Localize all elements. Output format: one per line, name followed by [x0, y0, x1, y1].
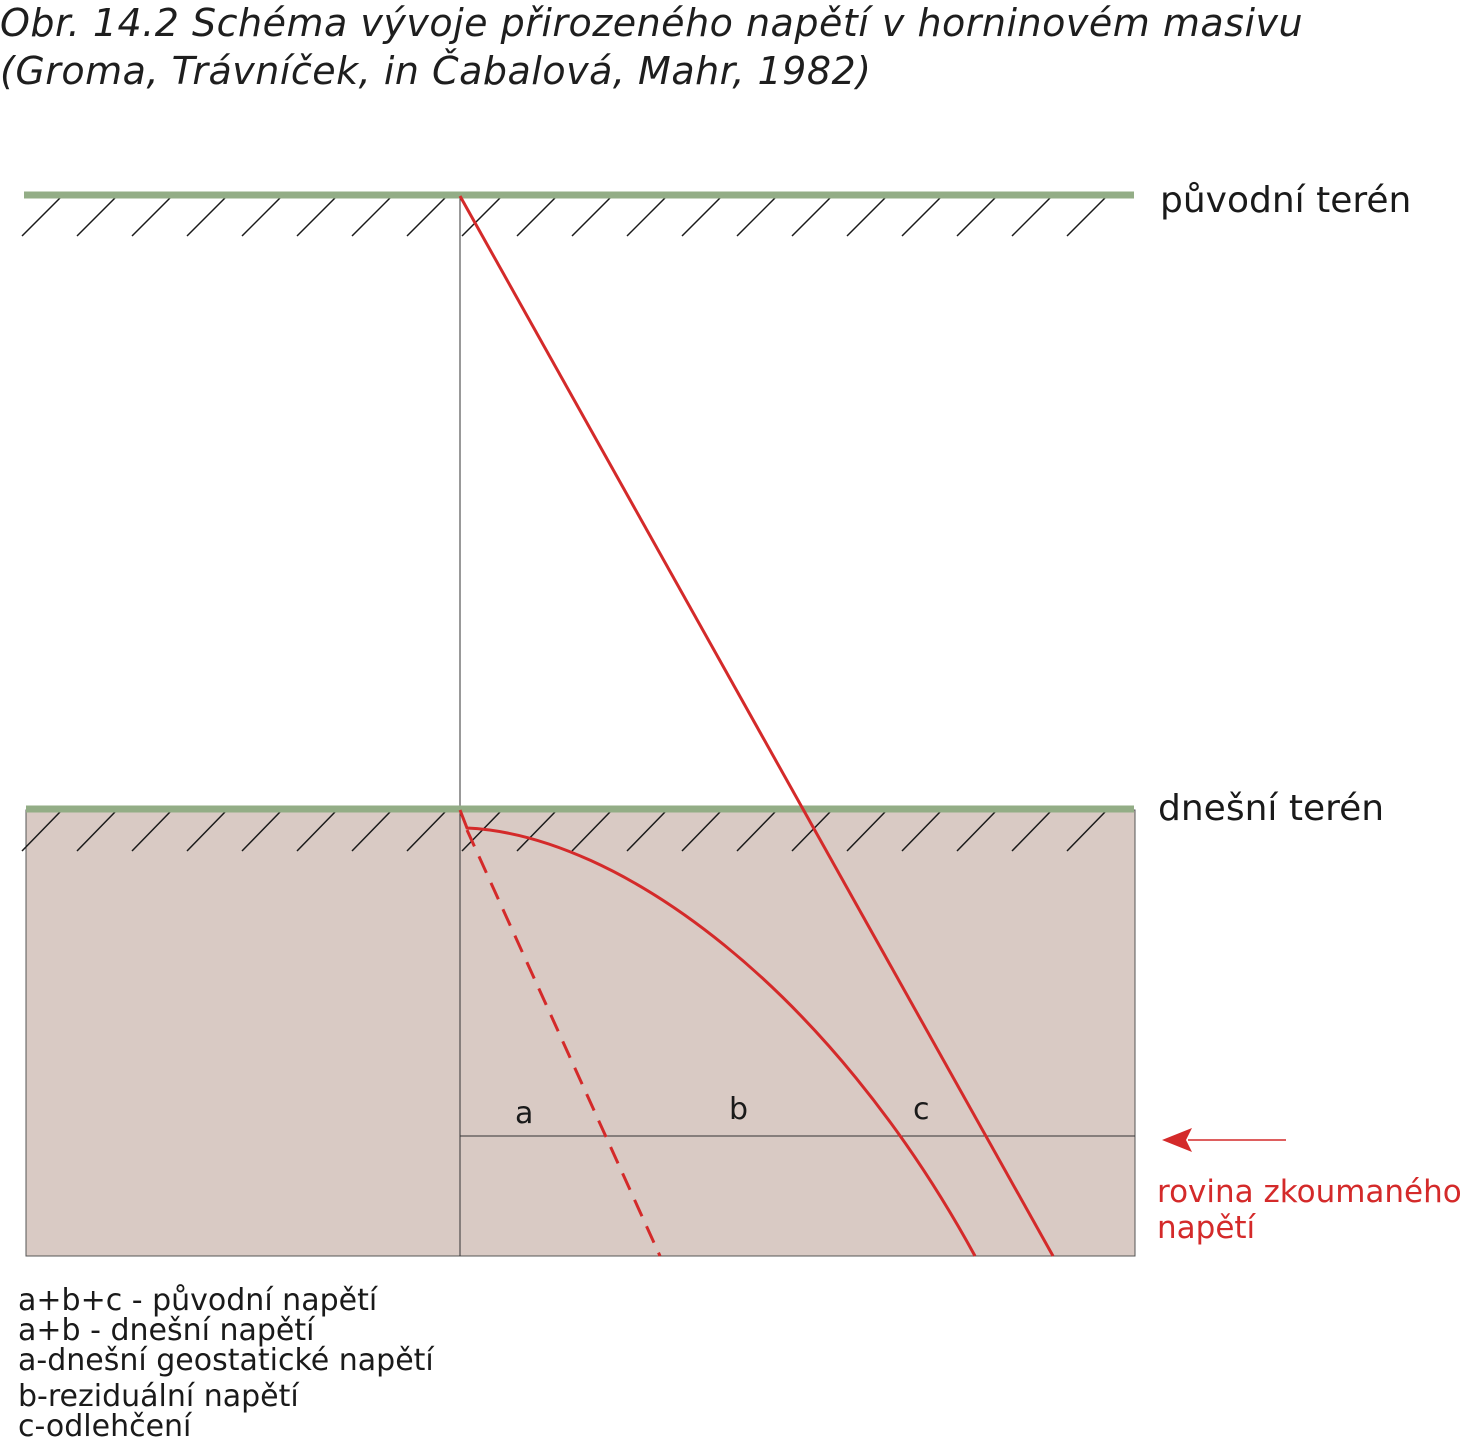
- examined-plane-label-line2: napětí: [1157, 1210, 1256, 1246]
- hatch-mark: [406, 197, 446, 237]
- rock-mass: [25, 809, 1136, 1257]
- hatch-mark: [351, 197, 391, 237]
- legend-item: c-odlehčení: [18, 1409, 192, 1444]
- hatch-mark: [901, 811, 941, 852]
- figure-title-line1: Obr. 14.2 Schéma vývoje přirozeného napě…: [0, 1, 1304, 45]
- hatch-mark: [791, 197, 831, 237]
- hatch-mark: [296, 811, 336, 852]
- hatch-mark: [626, 197, 666, 237]
- hatch-mark: [351, 811, 391, 852]
- hatch-mark: [296, 197, 336, 237]
- hatch-mark: [846, 811, 886, 852]
- hatch-mark: [681, 811, 721, 852]
- label-b: b: [729, 1092, 749, 1127]
- hatch-mark: [461, 811, 501, 852]
- hatch-mark: [461, 197, 501, 237]
- hatch-mark: [626, 811, 666, 852]
- hatch-mark: [901, 197, 941, 237]
- hatch-mark: [76, 197, 116, 237]
- hatch-mark: [791, 811, 831, 852]
- hatch-mark: [956, 197, 996, 237]
- hatch-mark: [516, 197, 556, 237]
- hatch-mark: [1011, 811, 1051, 852]
- legend-item: a-dnešní geostatické napětí: [18, 1343, 434, 1378]
- current-terrain-label: dnešní terén: [1158, 788, 1385, 829]
- figure-title: Obr. 14.2 Schéma vývoje přirozeného napě…: [0, 0, 1303, 96]
- hatch-mark: [846, 197, 886, 237]
- hatch-mark: [21, 197, 61, 237]
- hatch-mark: [131, 197, 171, 237]
- hatch-mark: [76, 811, 116, 852]
- hatch-mark: [1066, 811, 1106, 852]
- hatch-mark: [131, 811, 171, 852]
- original-terrain-hatch: [21, 197, 1106, 237]
- hatch-mark: [241, 197, 281, 237]
- legend: a+b+c - původní napětí a+b - dnešní napě…: [18, 1286, 434, 1442]
- plane-arrow-head: [1162, 1128, 1192, 1152]
- geostatic-stress-line: [465, 829, 662, 1257]
- hatch-mark: [571, 197, 611, 237]
- original-terrain-label: původní terén: [1160, 180, 1412, 221]
- hatch-mark: [736, 811, 776, 852]
- hatch-mark: [571, 811, 611, 852]
- residual-stress-curve: [458, 809, 977, 1257]
- legend-item: b-reziduální napětí: [18, 1379, 299, 1414]
- original-stress-line: [458, 195, 1055, 1257]
- hatch-mark: [406, 811, 446, 852]
- label-a: a: [515, 1096, 534, 1131]
- hatch-mark: [956, 811, 996, 852]
- legend-item: a+b+c - původní napětí: [18, 1283, 378, 1318]
- hatch-mark: [186, 811, 226, 852]
- hatch-mark: [736, 197, 776, 237]
- examined-plane-label: rovina zkoumaného napětí: [1157, 1174, 1462, 1246]
- hatch-mark: [1066, 197, 1106, 237]
- hatch-mark: [681, 197, 721, 237]
- hatch-mark: [1011, 197, 1051, 237]
- hatch-mark: [516, 811, 556, 852]
- examined-plane-label-line1: rovina zkoumaného: [1157, 1174, 1462, 1210]
- figure-title-line2: (Groma, Trávníček, in Čabalová, Mahr, 19…: [0, 49, 872, 93]
- label-c: c: [913, 1092, 930, 1127]
- hatch-mark: [241, 811, 281, 852]
- current-terrain-hatch: [21, 811, 1106, 852]
- hatch-mark: [186, 197, 226, 237]
- hatch-mark: [21, 811, 61, 852]
- legend-item: a+b - dnešní napětí: [18, 1313, 315, 1348]
